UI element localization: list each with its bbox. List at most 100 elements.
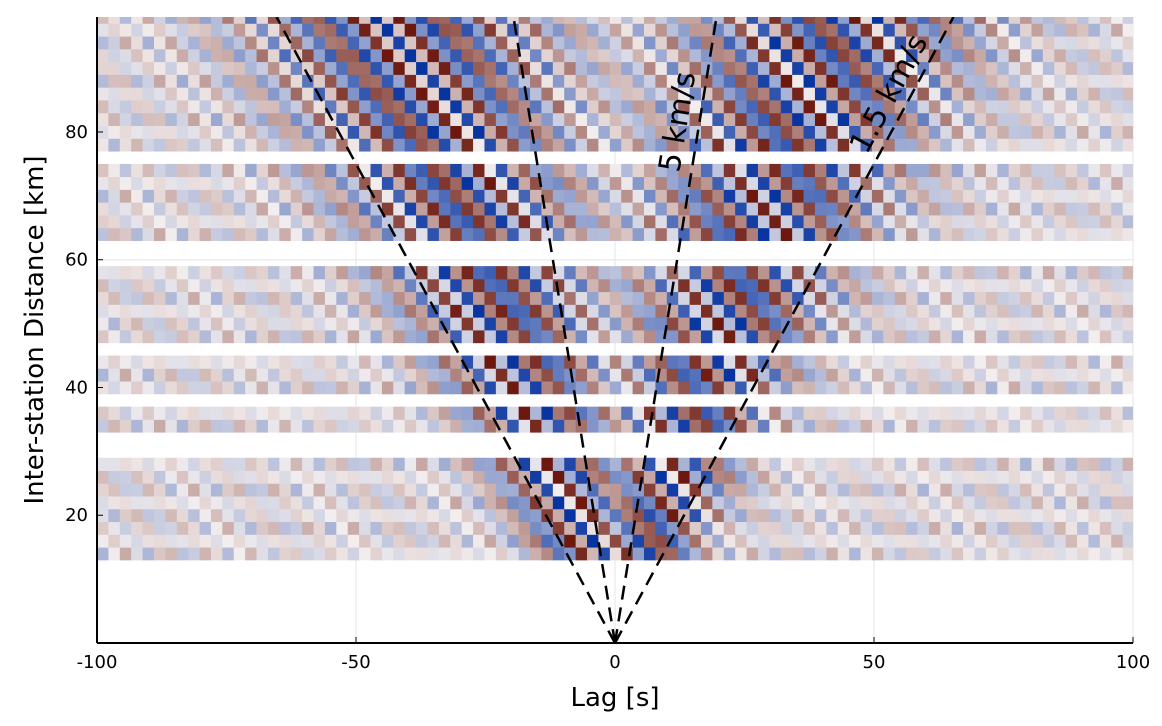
trace-cell bbox=[176, 291, 189, 305]
trace-cell bbox=[359, 112, 372, 126]
trace-cell bbox=[347, 521, 360, 535]
trace-cell bbox=[427, 125, 440, 139]
trace-cell bbox=[438, 189, 451, 203]
trace-cell bbox=[1020, 521, 1033, 535]
trace-cell bbox=[153, 100, 166, 114]
trace-cell bbox=[632, 508, 645, 523]
trace-cell bbox=[735, 100, 748, 114]
trace-cell bbox=[473, 534, 486, 548]
trace-cell bbox=[1088, 304, 1101, 318]
trace-cell bbox=[381, 278, 394, 293]
trace-cell bbox=[176, 457, 189, 471]
trace-cell bbox=[222, 304, 235, 318]
trace-cell bbox=[963, 521, 976, 535]
trace-cell bbox=[393, 48, 406, 63]
trace-cell bbox=[906, 483, 919, 497]
trace-cell bbox=[450, 17, 463, 24]
trace-cell bbox=[461, 138, 474, 152]
trace-row bbox=[97, 23, 1133, 37]
trace-cell bbox=[1008, 355, 1021, 369]
trace-cell bbox=[564, 87, 577, 101]
trace-cell bbox=[826, 17, 839, 24]
trace-cell bbox=[792, 189, 805, 203]
trace-cell bbox=[826, 470, 839, 484]
trace-cell bbox=[131, 547, 144, 561]
trace-cell bbox=[985, 100, 998, 114]
trace-cell bbox=[313, 534, 326, 548]
trace-cell bbox=[290, 304, 303, 318]
trace-cell bbox=[814, 266, 827, 280]
trace-cell bbox=[108, 176, 121, 190]
trace-cell bbox=[1008, 202, 1021, 216]
trace-cell bbox=[370, 355, 383, 369]
trace-cell bbox=[1088, 215, 1101, 229]
trace-cell bbox=[153, 317, 166, 331]
trace-cell bbox=[381, 36, 394, 50]
trace-cell bbox=[530, 74, 543, 88]
trace-cell bbox=[997, 291, 1010, 305]
trace-cell bbox=[1042, 100, 1055, 114]
trace-cell bbox=[951, 355, 964, 369]
trace-cell bbox=[883, 176, 896, 190]
trace-cell bbox=[290, 138, 303, 152]
trace-cell bbox=[176, 17, 189, 24]
trace-cell bbox=[564, 304, 577, 318]
trace-cell bbox=[1031, 470, 1044, 484]
trace-cell bbox=[985, 266, 998, 280]
trace-cell bbox=[416, 496, 429, 510]
trace-cell bbox=[632, 304, 645, 318]
trace-cell bbox=[1008, 215, 1021, 229]
trace-cell bbox=[541, 189, 554, 203]
trace-cell bbox=[997, 36, 1010, 50]
trace-cell bbox=[894, 227, 907, 241]
trace-cell bbox=[1042, 508, 1055, 523]
trace-cell bbox=[1054, 547, 1067, 561]
trace-cell bbox=[940, 227, 953, 241]
trace-cell bbox=[119, 112, 132, 126]
trace-cell bbox=[644, 483, 657, 497]
trace-cell bbox=[780, 227, 793, 241]
trace-cell bbox=[176, 278, 189, 293]
trace-cell bbox=[108, 215, 121, 229]
trace-cell bbox=[404, 48, 417, 63]
trace-cell bbox=[871, 266, 884, 280]
trace-cell bbox=[267, 87, 280, 101]
trace-cell bbox=[370, 48, 383, 63]
trace-cell bbox=[188, 74, 201, 88]
trace-cell bbox=[324, 381, 337, 395]
trace-cell bbox=[564, 176, 577, 190]
trace-cell bbox=[609, 355, 622, 369]
trace-cell bbox=[735, 419, 748, 433]
trace-cell bbox=[1031, 381, 1044, 395]
trace-cell bbox=[746, 355, 759, 369]
trace-cell bbox=[97, 23, 109, 37]
trace-cell bbox=[530, 406, 543, 420]
trace-cell bbox=[837, 406, 850, 420]
trace-cell bbox=[427, 508, 440, 523]
trace-cell bbox=[735, 496, 748, 510]
trace-cell bbox=[678, 227, 691, 241]
trace-cell bbox=[678, 483, 691, 497]
trace-cell bbox=[1054, 508, 1067, 523]
trace-cell bbox=[495, 227, 508, 241]
trace-cell bbox=[427, 419, 440, 433]
trace-cell bbox=[997, 496, 1010, 510]
trace-cell bbox=[473, 291, 486, 305]
trace-cell bbox=[837, 23, 850, 37]
trace-cell bbox=[917, 23, 930, 37]
trace-cell bbox=[803, 100, 816, 114]
trace-cell bbox=[222, 521, 235, 535]
trace-cell bbox=[769, 61, 782, 75]
trace-cell bbox=[210, 317, 223, 331]
trace-cell bbox=[1020, 381, 1033, 395]
trace-cell bbox=[313, 48, 326, 63]
trace-cell bbox=[598, 291, 611, 305]
trace-cell bbox=[404, 508, 417, 523]
trace-cell bbox=[644, 508, 657, 523]
trace-cell bbox=[1088, 61, 1101, 75]
trace-cell bbox=[564, 457, 577, 471]
trace-cell bbox=[906, 74, 919, 88]
trace-cell bbox=[826, 163, 839, 178]
trace-cell bbox=[644, 521, 657, 535]
trace-cell bbox=[1065, 227, 1078, 241]
